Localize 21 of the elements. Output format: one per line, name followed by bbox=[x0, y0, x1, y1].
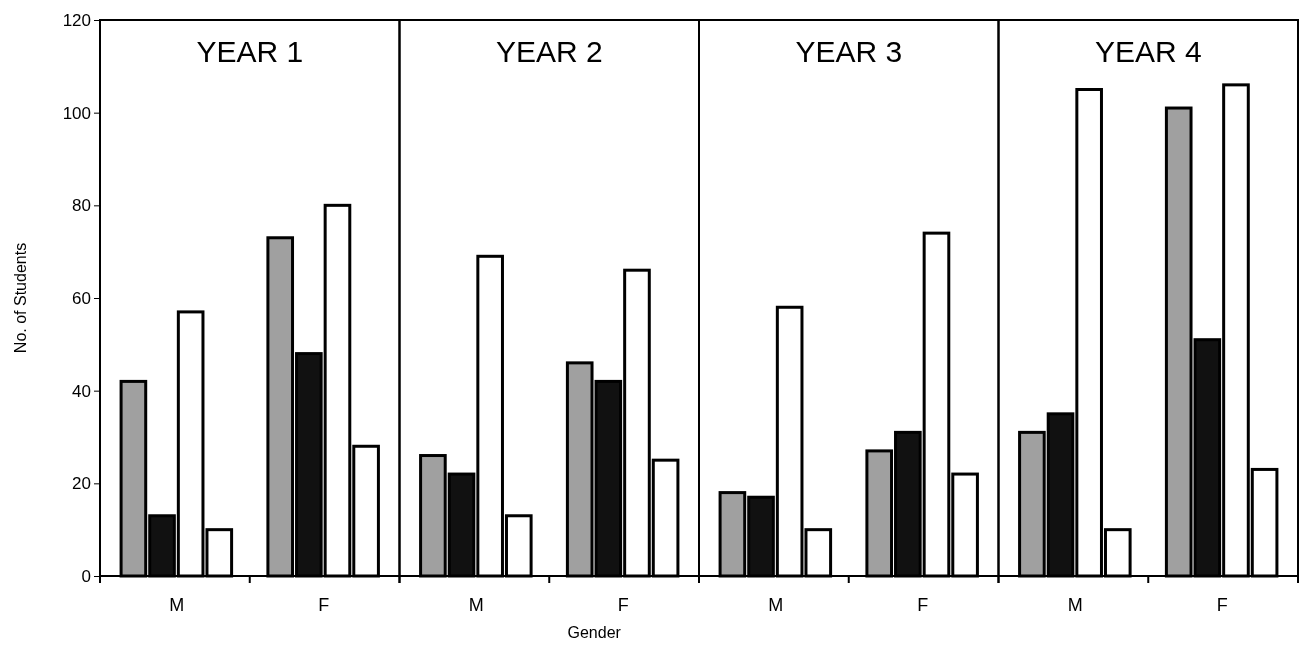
x-axis-title: Gender bbox=[567, 624, 622, 641]
text: YEAR 1 bbox=[196, 35, 304, 68]
text: YEAR 2 bbox=[495, 35, 603, 68]
y-tick-label: 0 bbox=[81, 566, 91, 586]
x-tick-label: M bbox=[169, 594, 185, 615]
y-tick-label: 60 bbox=[72, 288, 91, 308]
x-tick-label: M bbox=[468, 594, 484, 615]
y-tick-label: 20 bbox=[72, 474, 91, 494]
y-tick-label: 80 bbox=[72, 196, 91, 216]
text: YEAR 3 bbox=[795, 35, 903, 68]
x-tick-label: F bbox=[318, 594, 330, 615]
x-tick-label: F bbox=[917, 594, 929, 615]
text: YEAR 4 bbox=[1094, 35, 1202, 68]
y-axis-title: No. of Students bbox=[12, 242, 29, 354]
x-tick-label: M bbox=[1067, 594, 1083, 615]
y-tick-label: 100 bbox=[62, 103, 91, 123]
x-tick-label: F bbox=[1216, 594, 1228, 615]
y-tick-label: 120 bbox=[62, 10, 91, 30]
y-tick-label: 40 bbox=[72, 381, 91, 401]
x-tick-label: M bbox=[768, 594, 784, 615]
x-tick-label: F bbox=[617, 594, 629, 615]
